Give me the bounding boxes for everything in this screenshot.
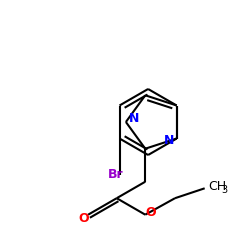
Text: N: N xyxy=(164,134,174,147)
Text: O: O xyxy=(79,212,90,225)
Text: Br: Br xyxy=(108,168,123,181)
Text: 3: 3 xyxy=(222,185,228,195)
Text: O: O xyxy=(145,206,156,219)
Text: CH: CH xyxy=(209,180,227,193)
Text: N: N xyxy=(129,112,139,126)
